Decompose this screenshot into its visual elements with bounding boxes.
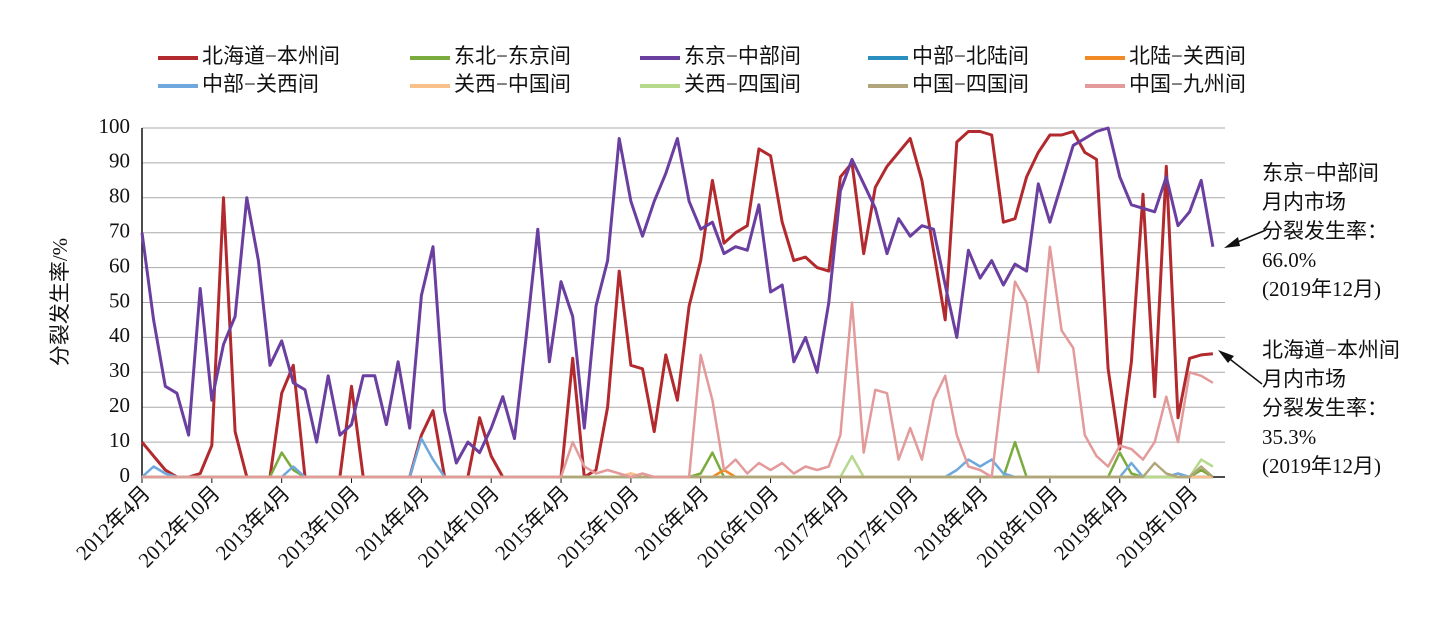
series-line — [142, 245, 1214, 479]
legend-label: 中国−四国间 — [912, 72, 1029, 96]
legend-label: 北海道−本州间 — [202, 44, 340, 68]
y-tick-label: 60 — [109, 253, 130, 277]
arrow-head — [1218, 350, 1234, 363]
legend-label: 中部−北陆间 — [912, 44, 1029, 68]
annotation: (2019年12月) — [1262, 454, 1381, 478]
y-tick-label: 0 — [120, 463, 131, 487]
annotation: 月内市场 — [1262, 190, 1346, 214]
y-tick-label: 80 — [109, 184, 130, 208]
legend-label: 东京−中部间 — [684, 44, 801, 68]
y-tick-label: 100 — [99, 114, 131, 138]
series-line — [140, 126, 1215, 465]
y-tick-label: 70 — [109, 219, 130, 243]
y-tick-label: 90 — [109, 149, 130, 173]
legend-label: 关西−四国间 — [684, 72, 801, 96]
annotation: 月内市场 — [1262, 367, 1346, 391]
y-axis-label: 分裂发生率/% — [48, 238, 72, 366]
y-tick-label: 30 — [109, 358, 130, 382]
legend-label: 中部−关西间 — [202, 72, 319, 96]
legend-label: 中国−九州间 — [1129, 72, 1246, 96]
y-tick-label: 50 — [109, 288, 130, 312]
annotation: 北海道−本州间 — [1262, 338, 1400, 362]
annotation: 66.0% — [1262, 248, 1316, 272]
annotation: 分裂发生率： — [1262, 219, 1388, 243]
y-tick-label: 40 — [109, 323, 130, 347]
annotation: (2019年12月) — [1262, 277, 1381, 301]
y-tick-label: 10 — [109, 428, 130, 452]
annotation: 东京−中部间 — [1262, 161, 1379, 185]
arrow-head — [1224, 237, 1240, 248]
legend-label: 北陆−关西间 — [1129, 44, 1246, 68]
legend-label: 关西−中国间 — [454, 72, 571, 96]
legend-label: 东北−东京间 — [454, 44, 571, 68]
series-line — [140, 130, 1214, 479]
annotation: 分裂发生率： — [1262, 396, 1388, 420]
annotation-arrows — [1218, 229, 1267, 385]
y-tick-label: 20 — [109, 393, 130, 417]
annotation: 35.3% — [1262, 425, 1316, 449]
